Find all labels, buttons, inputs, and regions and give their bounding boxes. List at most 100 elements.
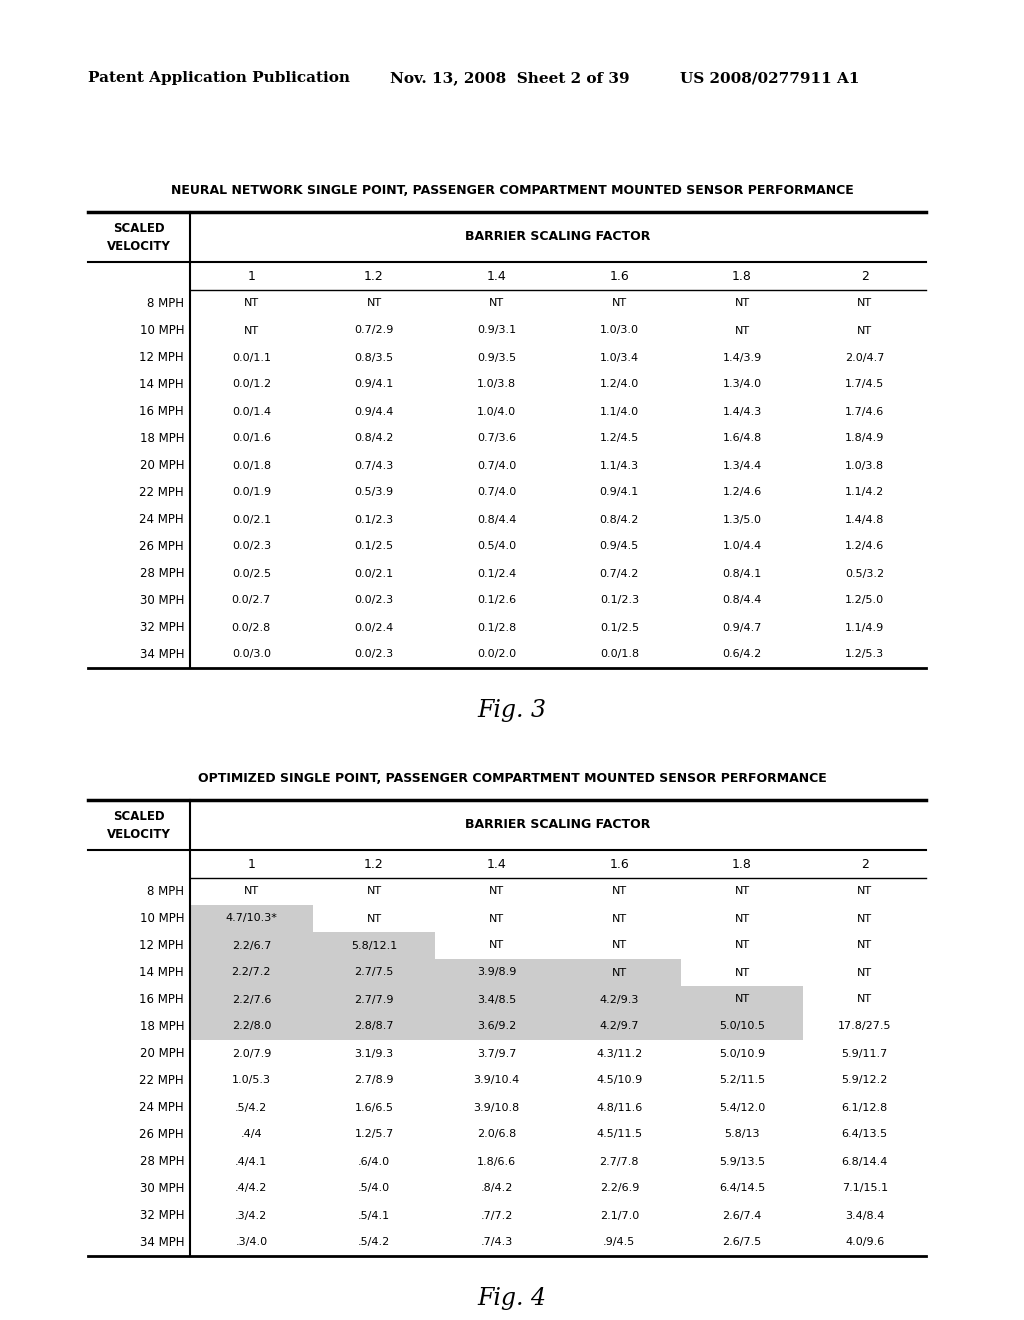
Text: NEURAL NETWORK SINGLE POINT, PASSENGER COMPARTMENT MOUNTED SENSOR PERFORMANCE: NEURAL NETWORK SINGLE POINT, PASSENGER C… — [171, 183, 853, 197]
Text: 18 MPH: 18 MPH — [139, 432, 184, 445]
Text: 0.8/4.2: 0.8/4.2 — [600, 515, 639, 524]
Text: 2.6/7.5: 2.6/7.5 — [722, 1238, 762, 1247]
Text: SCALED
VELOCITY: SCALED VELOCITY — [108, 809, 171, 841]
Text: 3.9/8.9: 3.9/8.9 — [477, 968, 516, 978]
Text: 1.0/4.4: 1.0/4.4 — [722, 541, 762, 552]
Text: 1.3/5.0: 1.3/5.0 — [723, 515, 762, 524]
Text: 28 MPH: 28 MPH — [139, 568, 184, 579]
Bar — [190, 932, 312, 960]
Text: 0.5/4.0: 0.5/4.0 — [477, 541, 516, 552]
Text: NT: NT — [489, 887, 504, 896]
Text: 4.5/10.9: 4.5/10.9 — [596, 1076, 642, 1085]
Text: NT: NT — [244, 298, 259, 309]
Bar — [558, 986, 681, 1012]
Text: 3.1/9.3: 3.1/9.3 — [354, 1048, 393, 1059]
Text: .7/7.2: .7/7.2 — [480, 1210, 513, 1221]
Text: 0.1/2.3: 0.1/2.3 — [354, 515, 393, 524]
Text: .5/4.1: .5/4.1 — [358, 1210, 390, 1221]
Text: BARRIER SCALING FACTOR: BARRIER SCALING FACTOR — [465, 818, 650, 832]
Text: 0.7/2.9: 0.7/2.9 — [354, 326, 393, 335]
Text: 0.5/3.2: 0.5/3.2 — [845, 569, 885, 578]
Text: 2.6/7.4: 2.6/7.4 — [722, 1210, 762, 1221]
Text: 1.2/5.3: 1.2/5.3 — [845, 649, 885, 660]
Text: 1.7/4.6: 1.7/4.6 — [845, 407, 885, 417]
Text: 2: 2 — [861, 858, 868, 870]
Text: 16 MPH: 16 MPH — [139, 993, 184, 1006]
Text: 5.9/11.7: 5.9/11.7 — [842, 1048, 888, 1059]
Text: 1.2/4.6: 1.2/4.6 — [722, 487, 762, 498]
Text: .9/4.5: .9/4.5 — [603, 1238, 636, 1247]
Text: 8 MPH: 8 MPH — [147, 297, 184, 310]
Text: 26 MPH: 26 MPH — [139, 540, 184, 553]
Text: 0.0/2.0: 0.0/2.0 — [477, 649, 516, 660]
Text: 1.2: 1.2 — [365, 858, 384, 870]
Bar — [312, 986, 435, 1012]
Text: 0.9/4.7: 0.9/4.7 — [722, 623, 762, 632]
Text: 10 MPH: 10 MPH — [139, 912, 184, 925]
Text: 1.6/4.8: 1.6/4.8 — [722, 433, 762, 444]
Text: 0.0/2.7: 0.0/2.7 — [231, 595, 271, 606]
Text: 0.0/1.6: 0.0/1.6 — [231, 433, 270, 444]
Text: 0.7/4.3: 0.7/4.3 — [354, 461, 393, 470]
Text: 28 MPH: 28 MPH — [139, 1155, 184, 1168]
Text: BARRIER SCALING FACTOR: BARRIER SCALING FACTOR — [465, 231, 650, 243]
Text: 2.0/4.7: 2.0/4.7 — [845, 352, 885, 363]
Text: 1.0/4.0: 1.0/4.0 — [477, 407, 516, 417]
Text: 0.7/4.0: 0.7/4.0 — [477, 461, 516, 470]
Text: 0.0/1.9: 0.0/1.9 — [231, 487, 271, 498]
Text: OPTIMIZED SINGLE POINT, PASSENGER COMPARTMENT MOUNTED SENSOR PERFORMANCE: OPTIMIZED SINGLE POINT, PASSENGER COMPAR… — [198, 771, 826, 784]
Text: NT: NT — [857, 298, 872, 309]
Text: 2.7/7.5: 2.7/7.5 — [354, 968, 393, 978]
Text: 1.2/4.6: 1.2/4.6 — [845, 541, 885, 552]
Text: 1.2/5.0: 1.2/5.0 — [845, 595, 885, 606]
Text: 24 MPH: 24 MPH — [139, 1101, 184, 1114]
Text: NT: NT — [734, 968, 750, 978]
Text: 0.0/2.3: 0.0/2.3 — [231, 541, 271, 552]
Text: 1: 1 — [248, 858, 255, 870]
Text: 1.0/3.8: 1.0/3.8 — [845, 461, 885, 470]
Text: 6.8/14.4: 6.8/14.4 — [842, 1156, 888, 1167]
Bar — [190, 1012, 312, 1040]
Text: Patent Application Publication: Patent Application Publication — [88, 71, 350, 84]
Text: 0.0/2.1: 0.0/2.1 — [231, 515, 271, 524]
Bar — [190, 906, 312, 932]
Text: NT: NT — [734, 326, 750, 335]
Text: 1.0/3.4: 1.0/3.4 — [600, 352, 639, 363]
Text: 2.7/7.9: 2.7/7.9 — [354, 994, 394, 1005]
Text: NT: NT — [611, 913, 627, 924]
Text: 0.0/2.5: 0.0/2.5 — [231, 569, 271, 578]
Text: 2.2/7.2: 2.2/7.2 — [231, 968, 271, 978]
Text: 1.4: 1.4 — [486, 269, 507, 282]
Text: 1.3/4.4: 1.3/4.4 — [722, 461, 762, 470]
Text: 0.8/4.4: 0.8/4.4 — [722, 595, 762, 606]
Text: NT: NT — [244, 887, 259, 896]
Text: 2.2/6.9: 2.2/6.9 — [600, 1184, 639, 1193]
Text: NT: NT — [489, 298, 504, 309]
Text: 1.2: 1.2 — [365, 269, 384, 282]
Text: 0.8/3.5: 0.8/3.5 — [354, 352, 393, 363]
Text: NT: NT — [734, 887, 750, 896]
Text: 4.3/11.2: 4.3/11.2 — [596, 1048, 642, 1059]
Text: 32 MPH: 32 MPH — [139, 620, 184, 634]
Text: 0.9/4.5: 0.9/4.5 — [600, 541, 639, 552]
Text: 1.8/6.6: 1.8/6.6 — [477, 1156, 516, 1167]
Text: 30 MPH: 30 MPH — [139, 1181, 184, 1195]
Text: 1.6: 1.6 — [609, 269, 629, 282]
Text: 0.0/1.2: 0.0/1.2 — [231, 380, 271, 389]
Text: 1: 1 — [248, 269, 255, 282]
Text: 0.0/2.1: 0.0/2.1 — [354, 569, 393, 578]
Bar — [558, 960, 681, 986]
Text: 2.7/7.8: 2.7/7.8 — [600, 1156, 639, 1167]
Bar — [190, 960, 312, 986]
Text: 18 MPH: 18 MPH — [139, 1020, 184, 1034]
Text: .4/4: .4/4 — [241, 1130, 262, 1139]
Bar — [312, 1012, 435, 1040]
Text: 1.4/4.8: 1.4/4.8 — [845, 515, 885, 524]
Text: 2.1/7.0: 2.1/7.0 — [600, 1210, 639, 1221]
Text: NT: NT — [734, 298, 750, 309]
Text: NT: NT — [489, 913, 504, 924]
Text: 0.1/2.5: 0.1/2.5 — [354, 541, 393, 552]
Text: 3.6/9.2: 3.6/9.2 — [477, 1022, 516, 1031]
Text: NT: NT — [734, 913, 750, 924]
Text: 0.9/3.5: 0.9/3.5 — [477, 352, 516, 363]
